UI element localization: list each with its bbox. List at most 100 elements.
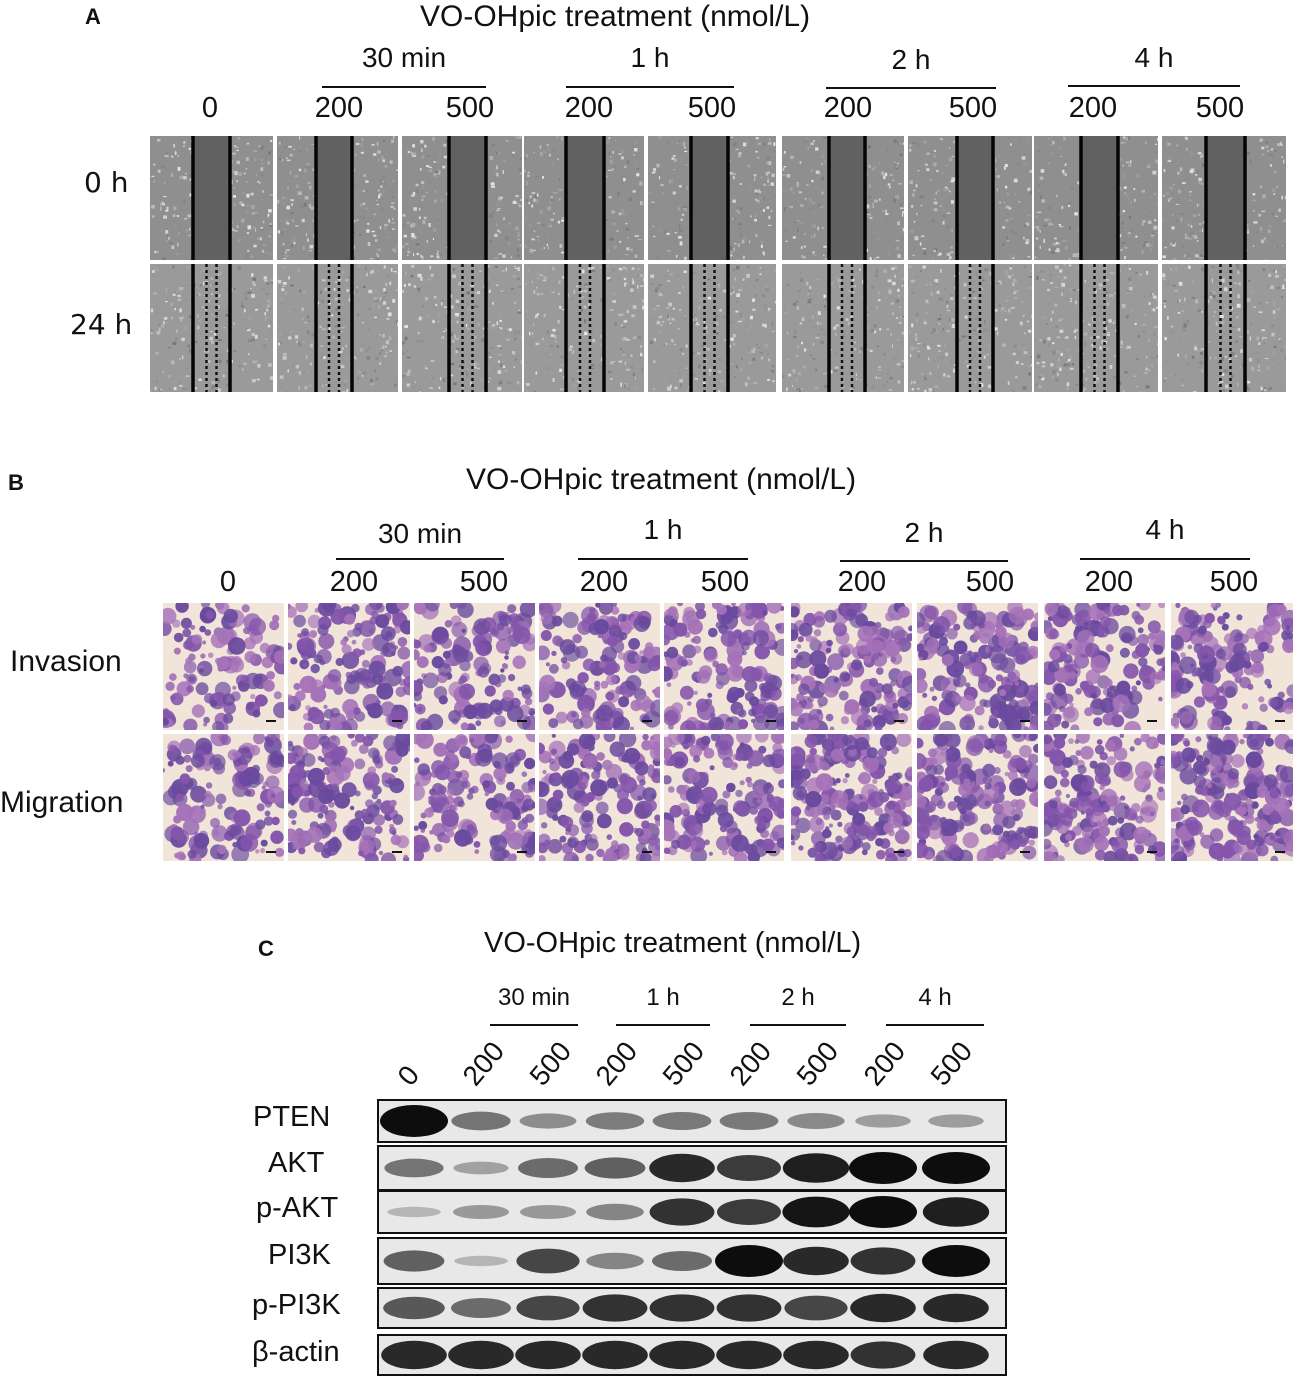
panel-a-dose-8: 500 (1180, 92, 1260, 125)
wb-band (454, 1256, 508, 1266)
panel-b-underline-2h (840, 560, 1008, 562)
wb-row-4 (377, 1287, 1007, 1329)
wb-band (849, 1152, 917, 1184)
wb-band (783, 1247, 849, 1275)
wb-band (380, 1105, 448, 1137)
panel-c-time-2h: 2 h (750, 984, 846, 1012)
scratch-image-r0-c8 (1162, 136, 1286, 260)
panel-c-lane-2: 500 (523, 1036, 578, 1092)
wb-label-3: PI3K (268, 1239, 331, 1272)
transwell-image-r0-c7 (1044, 603, 1165, 730)
wb-band (922, 1245, 990, 1277)
panel-b-underline-30min (336, 558, 504, 560)
panel-a-dose-4: 500 (672, 92, 752, 125)
panel-a-row-24h: 24 h (70, 308, 132, 341)
panel-c-lane-0: 0 (391, 1059, 426, 1092)
wb-band (783, 1341, 849, 1369)
panel-c-lane-5: 200 (723, 1036, 778, 1092)
panel-a-dose-0: 0 (170, 92, 250, 125)
panel-a-title: VO-OHpic treatment (nmol/L) (420, 0, 810, 34)
panel-a-dose-1: 200 (299, 92, 379, 125)
wb-band (720, 1112, 779, 1130)
transwell-image-r1-c8 (1171, 734, 1293, 861)
wb-band (851, 1341, 916, 1368)
wb-band (923, 1341, 989, 1369)
panel-c-lane-4: 500 (656, 1036, 711, 1092)
panel-a-underline-30min (322, 86, 486, 88)
transwell-image-r1-c5 (791, 734, 912, 861)
transwell-image-r1-c7 (1044, 734, 1165, 861)
panel-c-time-4h: 4 h (886, 984, 984, 1012)
wb-row-1 (377, 1145, 1007, 1191)
scratch-image-r0-c7 (1034, 136, 1158, 260)
scratch-image-r1-c4 (648, 264, 776, 392)
panel-b-time-1h: 1 h (578, 514, 748, 546)
panel-b-dose-4: 500 (685, 566, 765, 599)
wb-band (784, 1296, 847, 1321)
wb-band (650, 1294, 715, 1321)
panel-a-time-30min: 30 min (322, 42, 486, 74)
transwell-image-r0-c1 (288, 603, 410, 730)
wb-row-5 (377, 1334, 1007, 1376)
scratch-image-r0-c2 (402, 136, 522, 260)
transwell-image-r1-c0 (163, 734, 284, 861)
panel-c-underline-4h (886, 1024, 984, 1026)
panel-b-row-invasion: Invasion (10, 645, 122, 679)
wb-band (582, 1341, 648, 1369)
panel-b-dose-0: 0 (188, 566, 268, 599)
panel-c-lane-7: 200 (857, 1036, 912, 1092)
wb-row-3 (377, 1237, 1007, 1285)
wb-band (516, 1296, 579, 1321)
wb-band (518, 1158, 578, 1178)
wb-band (855, 1114, 911, 1127)
transwell-image-r0-c4 (664, 603, 784, 730)
transwell-image-r1-c6 (917, 734, 1038, 861)
panel-c-underline-30min (490, 1024, 578, 1026)
panel-b-letter: B (8, 470, 24, 496)
wb-label-5: β-actin (252, 1336, 340, 1369)
wb-band (384, 1159, 443, 1178)
wb-band (453, 1162, 508, 1175)
wb-band (381, 1341, 447, 1369)
wb-row-0 (377, 1099, 1007, 1143)
wb-band (717, 1294, 782, 1321)
wb-band (850, 1294, 916, 1322)
panel-b-title: VO-OHpic treatment (nmol/L) (466, 463, 856, 497)
wb-band (649, 1154, 715, 1182)
wb-band (851, 1247, 916, 1274)
transwell-image-r0-c0 (163, 603, 284, 730)
scratch-image-r1-c7 (1034, 264, 1158, 392)
panel-a-underline-4h (1068, 85, 1240, 87)
wb-band (583, 1294, 648, 1321)
transwell-image-r0-c2 (414, 603, 535, 730)
wb-band (928, 1114, 984, 1127)
wb-band (652, 1251, 712, 1271)
transwell-image-r0-c6 (917, 603, 1038, 730)
panel-b-underline-4h (1080, 558, 1250, 560)
panel-c-title: VO-OHpic treatment (nmol/L) (484, 927, 861, 960)
wb-band (585, 1157, 646, 1178)
wb-band (520, 1113, 577, 1128)
wb-band (384, 1250, 445, 1271)
panel-c-lane-3: 200 (589, 1036, 644, 1092)
wb-band (451, 1112, 510, 1131)
wb-band (922, 1152, 990, 1184)
wb-band (383, 1297, 445, 1319)
wb-band (649, 1341, 715, 1369)
wb-band (520, 1205, 576, 1219)
wb-band (716, 1341, 782, 1369)
scratch-image-r0-c3 (524, 136, 644, 260)
panel-b-time-2h: 2 h (840, 517, 1008, 549)
panel-b-time-4h: 4 h (1080, 514, 1250, 546)
scratch-image-r0-c5 (782, 136, 904, 260)
scratch-image-r1-c8 (1162, 264, 1286, 392)
wb-band (516, 1249, 579, 1274)
panel-c-time-1h: 1 h (616, 984, 710, 1012)
transwell-image-r0-c5 (791, 603, 912, 730)
wb-band (849, 1196, 917, 1228)
panel-b-dose-6: 500 (950, 566, 1030, 599)
transwell-image-r1-c1 (288, 734, 410, 861)
panel-a-dose-7: 200 (1053, 92, 1133, 125)
panel-a-dose-3: 200 (549, 92, 629, 125)
scratch-image-r1-c5 (782, 264, 904, 392)
